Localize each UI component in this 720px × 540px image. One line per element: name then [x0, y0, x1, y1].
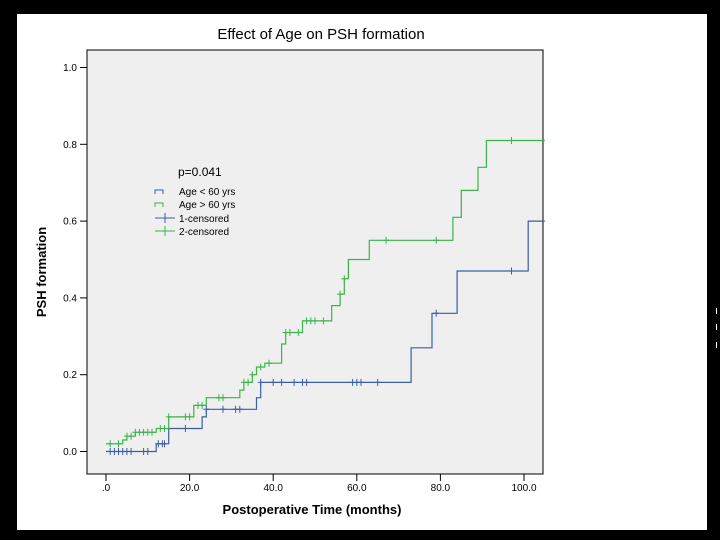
censor-mark-group2 — [249, 371, 256, 379]
censor-mark-group1 — [203, 405, 210, 413]
legend-label-young: Age < 60 yrs — [179, 187, 235, 198]
censor-mark-group2 — [115, 440, 122, 448]
censor-mark-group1 — [257, 378, 264, 386]
x-tick-label: 80.0 — [431, 483, 451, 494]
censor-mark-group2 — [107, 440, 114, 448]
censor-mark-group1 — [270, 378, 277, 386]
censor-mark-group2 — [149, 428, 155, 436]
x-tick-label: 100.0 — [511, 483, 536, 494]
y-axis-title: PSH formation — [34, 227, 49, 317]
chart-panel: Effect of Age on PSH formation 0.0 0.2 0.4… — [17, 14, 707, 530]
legend: Age < 60 yrs Age > 60 yrs 1-censored 2-c… — [154, 187, 235, 238]
censor-mark-group2 — [245, 378, 252, 386]
censor-mark-group1 — [291, 378, 298, 386]
censor-mark-group1 — [278, 378, 285, 386]
y-tick-label: 0.2 — [63, 370, 77, 381]
censor-mark-group1 — [303, 378, 310, 386]
censor-mark-group1 — [236, 405, 243, 413]
x-tick-label: 40.0 — [263, 483, 283, 494]
censor-mark-group1 — [161, 440, 168, 448]
km-chart: Effect of Age on PSH formation 0.0 0.2 0.4… — [34, 26, 545, 517]
censor-mark-group2 — [199, 401, 206, 409]
censor-mark-group2 — [383, 236, 390, 244]
edge-marks — [715, 300, 718, 360]
series-line-age-under-60 — [106, 220, 545, 453]
censor-mark-group2 — [433, 236, 440, 244]
y-tick-label: 0.8 — [63, 140, 77, 151]
x-tick-label: 60.0 — [347, 483, 367, 494]
censor-mark-group1 — [128, 448, 135, 455]
censor-mark-group2 — [128, 432, 135, 440]
legend-label-censored-1: 1-censored — [179, 214, 229, 225]
censor-mark-group2 — [320, 317, 327, 325]
censor-mark-group1 — [374, 378, 381, 386]
y-tick-label: 0.4 — [63, 293, 77, 304]
censor-mark-group1 — [508, 267, 515, 275]
censor-mark-group1 — [358, 378, 364, 386]
plot-area — [86, 49, 544, 475]
legend-label-censored-2: 2-censored — [179, 227, 229, 238]
censor-mark-group2 — [220, 394, 226, 402]
censor-mark-group2 — [341, 275, 348, 283]
legend-swatch-young — [154, 189, 164, 194]
y-tick-label: 0.0 — [63, 447, 77, 458]
censor-mark-group2 — [257, 363, 264, 371]
legend-swatch-censored-2 — [155, 226, 175, 236]
censor-mark-group1 — [182, 425, 189, 432]
censor-mark-group2 — [295, 329, 302, 336]
legend-swatch-old — [154, 202, 164, 207]
y-tick-label: 0.6 — [63, 217, 77, 228]
legend-swatch-censored-1 — [155, 213, 175, 223]
y-tick-label: 1.0 — [63, 63, 77, 74]
censor-mark-group2 — [286, 329, 293, 336]
censor-mark-group2 — [165, 413, 172, 421]
x-axis-title: Postoperative Time (months) — [223, 502, 402, 517]
censor-mark-group2 — [312, 317, 318, 325]
censor-mark-group2 — [186, 413, 193, 421]
censor-mark-group2 — [266, 359, 272, 367]
censor-mark-group1 — [433, 309, 440, 317]
censor-mark-group2 — [161, 425, 168, 432]
legend-label-old: Age > 60 yrs — [179, 200, 235, 211]
censor-mark-group2 — [337, 290, 344, 298]
x-tick-label: 20.0 — [180, 483, 200, 494]
x-tick-label: .0 — [102, 483, 111, 494]
p-value-annotation: p=0.041 — [178, 165, 222, 179]
censor-mark-group1 — [220, 405, 226, 413]
censor-mark-group1 — [144, 448, 151, 455]
chart-title: Effect of Age on PSH formation — [217, 26, 424, 43]
censor-mark-group2 — [508, 137, 515, 144]
